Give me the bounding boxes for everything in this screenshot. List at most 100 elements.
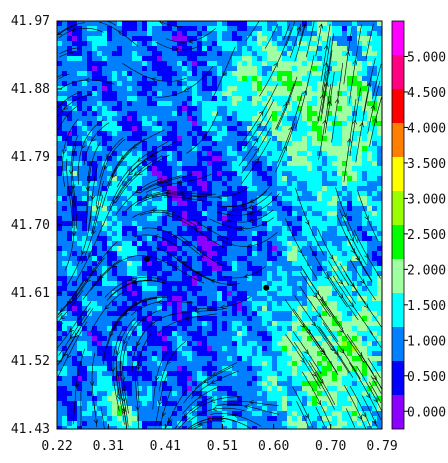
heat-cell <box>262 211 268 217</box>
heat-cell <box>267 181 273 187</box>
heat-cell <box>297 76 303 82</box>
heat-cell <box>272 151 278 157</box>
heat-cell <box>122 116 128 122</box>
heat-cell <box>142 41 148 47</box>
heat-cell <box>247 381 253 387</box>
heat-cell <box>202 106 208 112</box>
heat-cell <box>272 116 278 122</box>
heat-cell <box>297 36 303 42</box>
heat-cell <box>197 156 203 162</box>
heat-cell <box>182 116 188 122</box>
heat-cell <box>162 231 168 237</box>
heat-cell <box>297 366 303 372</box>
heat-cell <box>287 156 293 162</box>
heat-cell <box>227 336 233 342</box>
heat-cell <box>82 96 88 102</box>
heat-cell <box>267 251 273 257</box>
heat-cell <box>207 311 213 317</box>
heat-cell <box>152 231 158 237</box>
heat-cell <box>357 66 363 72</box>
heat-cell <box>177 66 183 72</box>
heat-cell <box>187 41 193 47</box>
heat-cell <box>337 176 343 182</box>
heat-cell <box>62 376 68 382</box>
heat-cell <box>257 236 263 242</box>
heat-cell <box>247 46 253 52</box>
heat-cell <box>192 96 198 102</box>
heat-cell <box>237 86 243 92</box>
heat-cell <box>262 376 268 382</box>
heat-cell <box>267 306 273 312</box>
heat-cell <box>127 271 133 277</box>
heat-cell <box>92 356 98 362</box>
heat-cell <box>332 381 338 387</box>
heat-cell <box>307 121 313 127</box>
heat-cell <box>212 166 218 172</box>
heat-cell <box>67 71 73 77</box>
heat-cell <box>162 371 168 377</box>
heat-cell <box>257 71 263 77</box>
heat-cell <box>132 96 138 102</box>
heat-cell <box>307 61 313 67</box>
heat-cell <box>177 221 183 227</box>
heat-cell <box>92 51 98 57</box>
heat-cell <box>202 351 208 357</box>
heat-cell <box>62 51 68 57</box>
heat-cell <box>97 226 103 232</box>
heat-cell <box>187 231 193 237</box>
heat-cell <box>102 51 108 57</box>
heat-cell <box>77 271 83 277</box>
heat-cell <box>337 66 343 72</box>
heat-cell <box>247 296 253 302</box>
heat-cell <box>67 106 73 112</box>
heat-cell <box>192 81 198 87</box>
heat-cell <box>277 211 283 217</box>
heat-cell <box>332 121 338 127</box>
heat-cell <box>327 136 333 142</box>
heat-cell <box>227 361 233 367</box>
heat-cell <box>272 156 278 162</box>
heat-cell <box>72 31 78 37</box>
heat-cell <box>187 136 193 142</box>
heat-cell <box>377 281 382 287</box>
heat-cell <box>172 341 178 347</box>
heat-cell <box>287 366 293 372</box>
heat-cell <box>102 316 108 322</box>
heat-cell <box>102 101 108 107</box>
heat-cell <box>132 276 138 282</box>
heat-cell <box>317 301 323 307</box>
heat-cell <box>162 296 168 302</box>
heat-cell <box>157 66 163 72</box>
heat-cell <box>92 136 98 142</box>
heat-cell <box>327 196 333 202</box>
heat-cell <box>322 236 328 242</box>
heat-cell <box>112 146 118 152</box>
heat-cell <box>177 321 183 327</box>
heat-cell <box>322 136 328 142</box>
heat-cell <box>77 251 83 257</box>
heat-cell <box>182 331 188 337</box>
heat-cell <box>377 386 382 392</box>
heat-cell <box>337 226 343 232</box>
heat-cell <box>352 326 358 332</box>
heat-cell <box>362 116 368 122</box>
heat-cell <box>207 66 213 72</box>
heat-cell <box>157 251 163 257</box>
heat-cell <box>227 226 233 232</box>
heat-cell <box>322 46 328 52</box>
heat-cell <box>72 66 78 72</box>
heat-cell <box>297 241 303 247</box>
heat-cell <box>292 131 298 137</box>
heat-cell <box>357 36 363 42</box>
heat-cell <box>222 226 228 232</box>
heat-cell <box>172 31 178 37</box>
heat-cell <box>312 176 318 182</box>
heat-cell <box>157 56 163 62</box>
heat-cell <box>247 21 253 27</box>
heat-cell <box>247 181 253 187</box>
heat-cell <box>312 356 318 362</box>
heat-cell <box>107 381 113 387</box>
heat-cell <box>212 156 218 162</box>
heat-cell <box>217 316 223 322</box>
heat-cell <box>157 296 163 302</box>
